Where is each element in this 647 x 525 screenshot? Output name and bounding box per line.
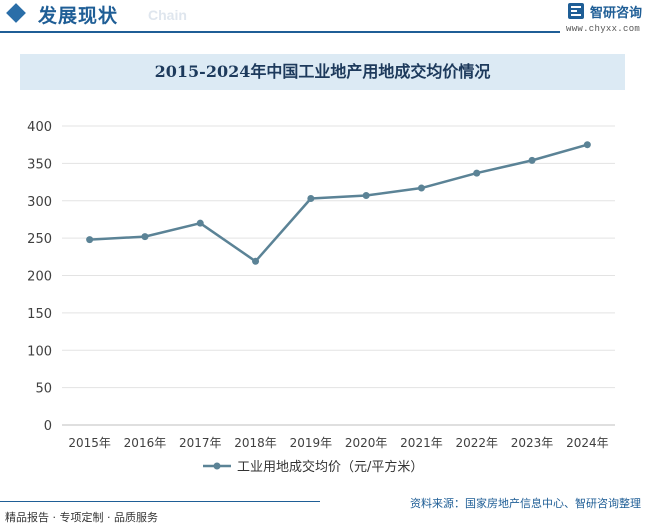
y-tick-label: 300 bbox=[27, 195, 52, 210]
chart-title: 2015-2024年中国工业地产用地成交均价情况 bbox=[154, 62, 491, 81]
legend-label: 工业用地成交均价（元/平方米） bbox=[237, 459, 423, 475]
x-tick-label: 2020年 bbox=[345, 436, 388, 450]
y-tick-label: 50 bbox=[35, 382, 52, 397]
x-axis-ticks: 2015年 2016年 2017年 2018年 2019年 2020年 2021年 2022年… bbox=[68, 436, 608, 450]
data-point bbox=[473, 169, 481, 177]
legend-dot-marker bbox=[213, 462, 221, 470]
legend: 工业用地成交均价（元/平方米） bbox=[203, 459, 423, 475]
gridlines bbox=[62, 125, 615, 426]
data-point bbox=[196, 219, 204, 227]
x-tick-label: 2023年 bbox=[511, 436, 554, 450]
footer-tagline: 精品报告 · 专项定制 · 品质服务 bbox=[5, 511, 158, 524]
x-tick-label: 2018年 bbox=[234, 436, 277, 450]
y-axis-ticks: 0 50 100 150 200 250 300 350 400 bbox=[27, 120, 52, 434]
data-point bbox=[86, 236, 94, 244]
logo-icon bbox=[568, 3, 584, 19]
x-tick-label: 2024年 bbox=[566, 436, 609, 450]
x-tick-label: 2016年 bbox=[124, 436, 167, 450]
data-point bbox=[528, 156, 536, 164]
logo-text: 智研咨询 bbox=[590, 6, 643, 21]
section-title: 发展现状 bbox=[38, 5, 119, 27]
y-tick-label: 250 bbox=[27, 232, 52, 247]
x-tick-label: 2022年 bbox=[455, 436, 498, 450]
x-tick-label: 2015年 bbox=[68, 436, 111, 450]
logo-url: www.chyxx.com bbox=[566, 24, 641, 34]
y-tick-label: 350 bbox=[27, 157, 52, 172]
x-tick-label: 2019年 bbox=[290, 436, 333, 450]
header-divider bbox=[0, 31, 560, 33]
data-point bbox=[141, 233, 149, 241]
series-line bbox=[89, 143, 588, 263]
y-tick-label: 200 bbox=[27, 270, 52, 285]
section-header: 发展现状 Chain 智研咨询 www.chyxx.com bbox=[0, 0, 647, 34]
x-tick-label: 2021年 bbox=[400, 436, 443, 450]
data-point bbox=[307, 195, 315, 203]
data-point bbox=[583, 141, 591, 149]
footer-divider bbox=[0, 501, 320, 502]
section-subtitle: Chain bbox=[148, 7, 187, 23]
y-tick-label: 0 bbox=[44, 419, 52, 434]
series-layer bbox=[86, 141, 591, 265]
source-note: 资料来源：国家房地产信息中心、智研咨询整理 bbox=[410, 497, 641, 510]
chart-title-box: 2015-2024年中国工业地产用地成交均价情况 bbox=[20, 54, 625, 90]
x-tick-label: 2017年 bbox=[179, 436, 222, 450]
data-point bbox=[362, 192, 370, 200]
data-point bbox=[252, 257, 260, 265]
y-tick-label: 100 bbox=[27, 344, 52, 359]
y-tick-label: 150 bbox=[27, 307, 52, 322]
data-point bbox=[417, 184, 425, 192]
y-tick-label: 400 bbox=[27, 120, 52, 135]
